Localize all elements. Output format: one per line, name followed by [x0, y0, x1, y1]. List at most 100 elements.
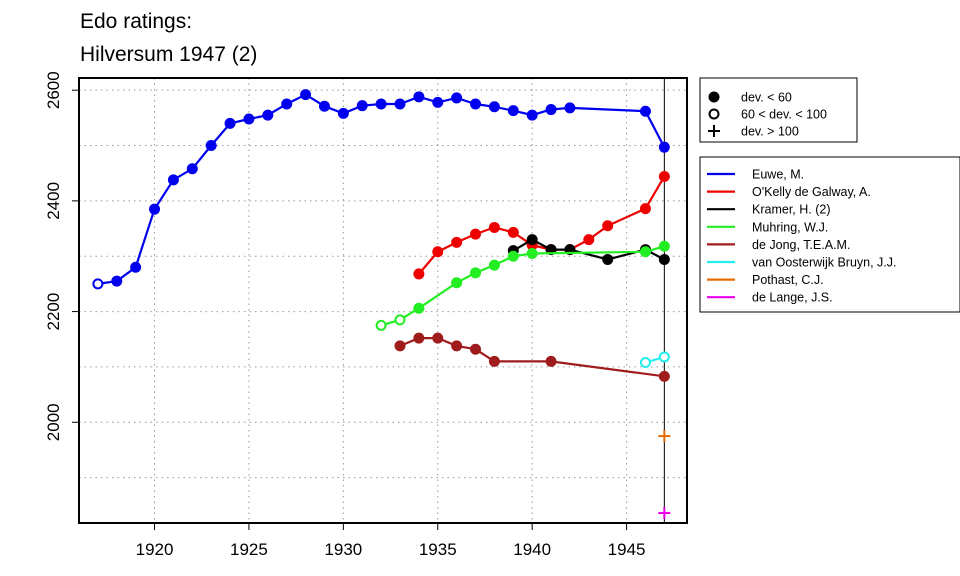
series-0-point-18	[432, 96, 444, 108]
series-2-point-4	[602, 254, 614, 266]
y-axis: 2000 2200 2400 2600	[44, 71, 79, 441]
series-3-point-3	[451, 277, 463, 289]
series-0-point-11	[300, 89, 312, 101]
series-3-point-9	[658, 240, 670, 252]
series-1-point-0	[413, 268, 425, 280]
series-1-point-12	[658, 171, 670, 183]
series-4-point-7	[658, 370, 670, 382]
series-0-point-21	[488, 101, 500, 113]
series-3-point-1	[394, 314, 406, 326]
x-tick-label-1935: 1935	[419, 540, 457, 559]
series-1-point-11	[639, 203, 651, 215]
series-legend-label-6: Pothast, C.J.	[752, 273, 824, 287]
series-0-point-12	[318, 100, 330, 112]
series-0-point-20	[470, 98, 482, 110]
series-3-point-7	[526, 247, 538, 259]
series-0-point-14	[356, 100, 368, 112]
series-5-point-0	[639, 356, 651, 368]
chart-subtitle: Hilversum 1947 (2)	[80, 43, 257, 66]
series-6-point-0	[658, 430, 671, 443]
series-4-point-2	[432, 332, 444, 344]
series-line-1	[418, 175, 666, 275]
series-1-point-3	[470, 228, 482, 240]
series-0-point-7	[224, 117, 236, 129]
series-3-point-4	[470, 267, 482, 279]
marker-legend: dev. < 60 60 < dev. < 100 dev. > 100	[699, 77, 858, 143]
series-line-0	[97, 93, 666, 285]
series-legend-label-1: O'Kelly de Galway, A.	[752, 185, 871, 199]
grid-lines	[79, 78, 687, 523]
series-group	[92, 89, 671, 520]
series-4-point-6	[545, 355, 557, 367]
series-0-point-10	[281, 98, 293, 110]
series-0-point-27	[658, 141, 670, 153]
series-0-point-9	[262, 109, 274, 121]
series-3-point-8	[639, 246, 651, 258]
series-0-point-1	[111, 275, 123, 287]
series-0	[92, 89, 670, 290]
series-0-point-25	[564, 102, 576, 114]
series-0-point-0	[92, 278, 104, 290]
series-1-point-1	[432, 246, 444, 258]
series-0-point-3	[149, 203, 161, 215]
series-1-point-4	[488, 221, 500, 233]
y-tick-label-2600: 2600	[44, 71, 63, 109]
series-legend-label-3: Muhring, W.J.	[752, 220, 828, 234]
series-0-point-24	[545, 104, 557, 116]
series-legend: Euwe, M. O'Kelly de Galway, A. Kramer, H. …	[699, 156, 960, 313]
x-axis: 1920 1925 1930 1935 1940 1945	[136, 523, 646, 559]
series-4-point-3	[451, 340, 463, 352]
marker-legend-symbol-0	[708, 91, 720, 103]
plot-frame	[78, 77, 688, 524]
series-4-point-5	[488, 355, 500, 367]
x-tick-label-1930: 1930	[324, 540, 362, 559]
x-tick-label-1920: 1920	[136, 540, 174, 559]
series-3-point-6	[507, 250, 519, 262]
series-4-point-1	[413, 332, 425, 344]
series-0-point-23	[526, 109, 538, 121]
chart-title: Edo ratings:	[80, 10, 192, 33]
series-legend-label-4: de Jong, T.E.A.M.	[752, 238, 850, 252]
series-3-point-0	[375, 319, 387, 331]
series-0-point-6	[205, 140, 217, 152]
series-2-point-1	[526, 234, 538, 246]
series-1-point-9	[583, 234, 595, 246]
series-1	[413, 171, 670, 280]
series-0-point-13	[337, 107, 349, 119]
series-6	[658, 430, 671, 443]
series-legend-label-7: de Lange, J.S.	[752, 291, 833, 305]
series-legend-box	[699, 156, 960, 313]
series-0-point-5	[186, 163, 198, 175]
series-line-3	[380, 245, 665, 327]
series-5	[639, 351, 670, 368]
marker-legend-label-0: dev. < 60	[741, 91, 792, 105]
series-legend-label-5: van Oosterwijk Bruyn, J.J.	[752, 256, 897, 270]
series-0-point-19	[451, 92, 463, 104]
marker-legend-symbol-2	[708, 125, 720, 137]
y-tick-label-2400: 2400	[44, 182, 63, 220]
series-2-point-6	[658, 254, 670, 266]
series-4-point-4	[470, 343, 482, 355]
series-3-point-5	[488, 259, 500, 271]
series-1-point-2	[451, 236, 463, 248]
series-0-point-17	[413, 91, 425, 103]
series-legend-label-0: Euwe, M.	[752, 168, 804, 182]
y-tick-label-2200: 2200	[44, 293, 63, 331]
series-0-point-4	[167, 174, 179, 186]
series-1-point-10	[602, 220, 614, 232]
y-tick-label-2000: 2000	[44, 403, 63, 441]
series-4-point-0	[394, 340, 406, 352]
x-tick-label-1945: 1945	[608, 540, 646, 559]
marker-legend-symbol-1	[708, 108, 720, 120]
series-0-point-15	[375, 98, 387, 110]
series-0-point-16	[394, 98, 406, 110]
x-tick-label-1925: 1925	[230, 540, 268, 559]
series-1-point-5	[507, 226, 519, 238]
marker-legend-label-2: dev. > 100	[741, 125, 799, 139]
series-0-point-8	[243, 113, 255, 125]
marker-legend-label-1: 60 < dev. < 100	[741, 108, 827, 122]
series-0-point-2	[130, 261, 142, 273]
series-5-point-1	[658, 351, 670, 363]
series-0-point-22	[507, 105, 519, 117]
